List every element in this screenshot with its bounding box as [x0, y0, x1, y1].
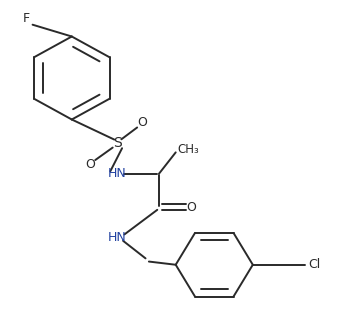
Text: Cl: Cl [308, 258, 320, 271]
Text: O: O [85, 158, 95, 171]
Text: O: O [186, 201, 196, 214]
Text: F: F [23, 13, 30, 25]
Text: CH₃: CH₃ [177, 143, 199, 156]
Text: S: S [113, 137, 121, 150]
Text: HN: HN [108, 231, 126, 244]
Text: HN: HN [108, 167, 126, 180]
Text: O: O [137, 116, 147, 129]
